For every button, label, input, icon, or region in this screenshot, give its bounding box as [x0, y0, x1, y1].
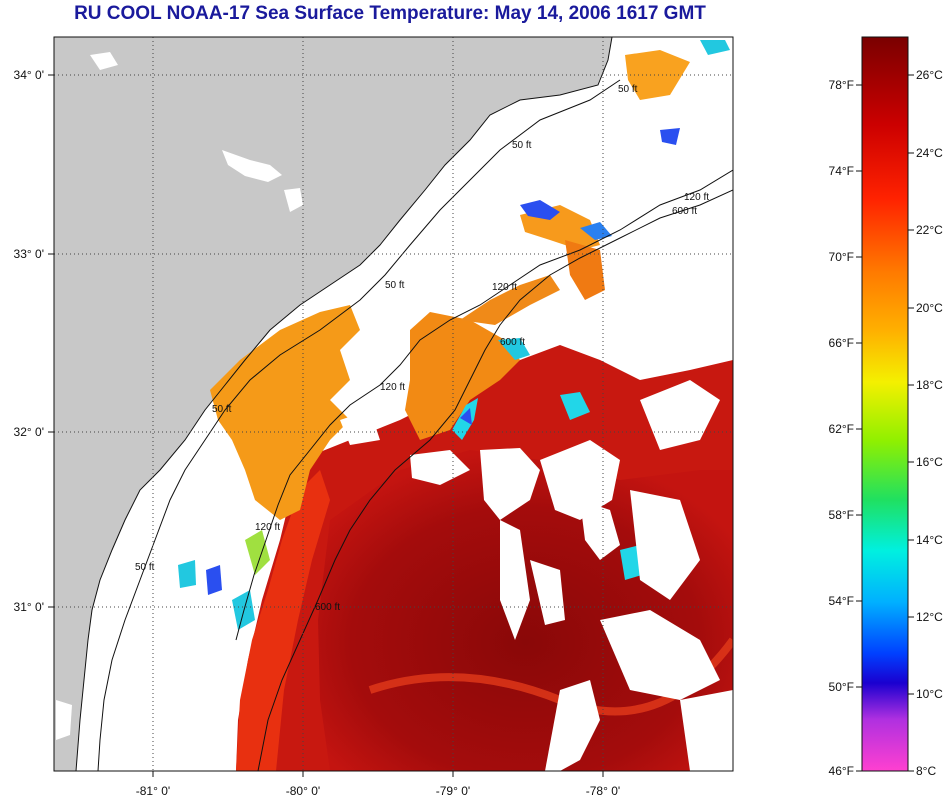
inland-cloud-patch — [90, 52, 118, 70]
cloud-patches — [340, 330, 733, 771]
contour-600ft — [257, 189, 733, 771]
contour-label: 50 ft — [512, 140, 532, 151]
lon-label: -80° 0' — [286, 784, 320, 798]
map-title: RU COOL NOAA-17 Sea Surface Temperature:… — [74, 3, 706, 24]
cb-c-label: 20°C — [916, 301, 943, 315]
contour-label: 120 ft — [255, 522, 280, 533]
cb-f-label: 74°F — [829, 164, 854, 178]
cb-f-label: 78°F — [829, 78, 854, 92]
cb-c-label: 8°C — [916, 764, 936, 778]
cb-c-label: 14°C — [916, 533, 943, 547]
lat-label: 32° 0' — [14, 425, 44, 439]
cb-f-label: 54°F — [829, 594, 854, 608]
lat-label: 33° 0' — [14, 247, 44, 261]
cb-f-label: 50°F — [829, 680, 854, 694]
colorbar-celsius-labels: 26°C 24°C 22°C 20°C 18°C 16°C 14°C 12°C … — [916, 68, 943, 778]
lat-label: 34° 0' — [14, 68, 44, 82]
contour-label: 120 ft — [492, 282, 517, 293]
colorbar: 78°F 74°F 70°F 66°F 62°F 58°F 54°F 50°F … — [829, 36, 943, 778]
colorbar-fahrenheit-labels: 78°F 74°F 70°F 66°F 62°F 58°F 54°F 50°F … — [829, 78, 854, 778]
axis-ticks — [48, 74, 604, 777]
contour-label: 600 ft — [672, 206, 697, 217]
sst-orange-patch — [565, 240, 605, 300]
contour-120ft — [235, 169, 733, 641]
cb-f-label: 70°F — [829, 250, 854, 264]
map-frame — [53, 36, 734, 772]
cb-c-label: 26°C — [916, 68, 943, 82]
contour-labels: 50 ft 50 ft 50 ft 50 ft 50 ft 120 ft 120… — [135, 84, 709, 613]
cb-c-label: 18°C — [916, 378, 943, 392]
contour-50ft — [97, 79, 621, 771]
contour-label: 600 ft — [500, 337, 525, 348]
sst-orange-shelf — [210, 305, 360, 520]
inland-cloud-patch — [284, 188, 303, 212]
sst-orange-patch — [625, 50, 690, 100]
land-area — [54, 37, 612, 771]
contour-label: 600 ft — [315, 602, 340, 613]
inland-cloud-patch — [222, 150, 282, 182]
lat-label: 31° 0' — [14, 600, 44, 614]
lon-label: -81° 0' — [136, 784, 170, 798]
contour-label: 50 ft — [385, 280, 405, 291]
cool-water-filaments — [178, 40, 730, 630]
longitude-labels: -81° 0' -80° 0' -79° 0' -78° 0' — [136, 784, 620, 798]
cb-c-label: 16°C — [916, 455, 943, 469]
contour-label: 50 ft — [618, 84, 638, 95]
cb-f-label: 58°F — [829, 508, 854, 522]
latitude-labels: 34° 0' 33° 0' 32° 0' 31° 0' — [14, 68, 44, 614]
bathymetry-contours — [97, 79, 733, 771]
cb-f-label: 62°F — [829, 422, 854, 436]
lon-label: -78° 0' — [586, 784, 620, 798]
sst-gulf-stream-edge — [236, 470, 330, 771]
cb-c-label: 24°C — [916, 146, 943, 160]
contour-label: 120 ft — [684, 192, 709, 203]
coastline — [75, 37, 613, 771]
cb-f-label: 46°F — [829, 764, 854, 778]
colorbar-gradient — [861, 36, 909, 772]
cb-c-label: 12°C — [916, 610, 943, 624]
colorbar-ticks — [856, 74, 914, 772]
inland-cloud-patch — [56, 700, 72, 740]
sst-orange-shelf — [405, 312, 520, 440]
lon-label: -79° 0' — [436, 784, 470, 798]
cb-c-label: 22°C — [916, 223, 943, 237]
cb-f-label: 66°F — [829, 336, 854, 350]
cb-c-label: 10°C — [916, 687, 943, 701]
contour-label: 50 ft — [135, 562, 155, 573]
contour-label: 120 ft — [380, 382, 405, 393]
map-panel: 50 ft 50 ft 50 ft 50 ft 50 ft 120 ft 120… — [54, 37, 733, 771]
contour-label: 50 ft — [212, 404, 232, 415]
